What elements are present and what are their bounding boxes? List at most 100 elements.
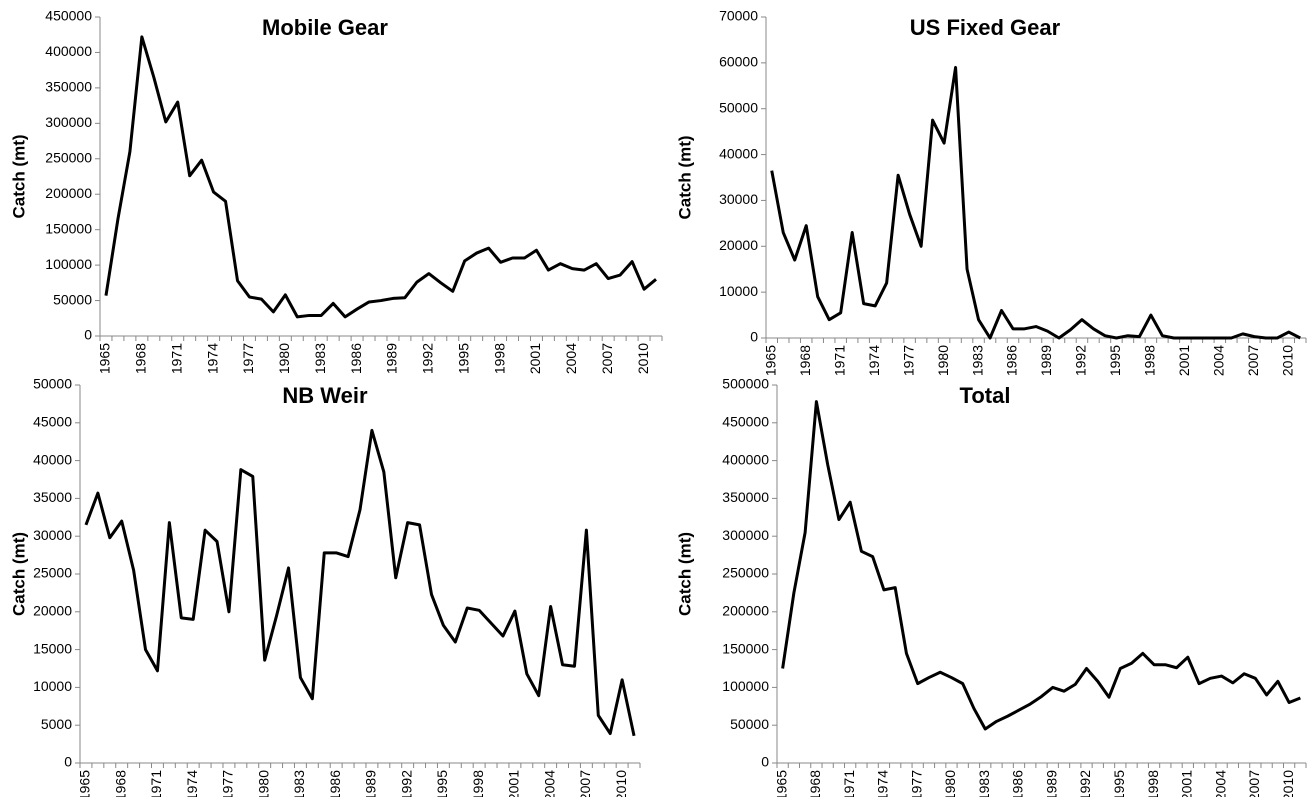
- x-tick-label: 1968: [797, 345, 813, 376]
- x-tick-label: 1992: [1073, 345, 1089, 376]
- y-tick-label: 100000: [45, 256, 92, 272]
- chart-title: Total: [960, 383, 1011, 408]
- y-tick-label: 25000: [33, 565, 72, 581]
- y-tick-label: 70000: [719, 8, 758, 24]
- x-tick-label: 1965: [77, 770, 93, 797]
- x-tick-label: 2004: [563, 343, 579, 374]
- x-tick-label: 1992: [1077, 770, 1093, 797]
- x-tick-label: 2004: [1211, 345, 1227, 376]
- y-tick-label: 0: [750, 329, 758, 345]
- x-tick-label: 2001: [1179, 770, 1195, 797]
- y-tick-label: 300000: [45, 114, 92, 130]
- x-tick-label: 2010: [1279, 345, 1295, 376]
- x-tick-label: 1992: [420, 343, 436, 374]
- y-tick-label: 50000: [53, 291, 92, 307]
- data-line: [104, 35, 657, 319]
- x-tick-label: 2007: [577, 770, 593, 797]
- data-line: [770, 65, 1301, 340]
- y-tick-label: 200000: [45, 185, 92, 201]
- x-tick-label: 1992: [398, 770, 414, 797]
- y-tick-label: 0: [761, 754, 769, 770]
- y-axis-label: Catch (mt): [675, 135, 694, 219]
- y-tick-label: 5000: [41, 716, 72, 732]
- x-tick-label: 1974: [875, 770, 891, 797]
- x-tick-label: 1980: [935, 345, 951, 376]
- x-tick-label: 1983: [291, 770, 307, 797]
- y-tick-label: 0: [84, 327, 92, 343]
- x-tick-label: 1983: [969, 345, 985, 376]
- x-tick-label: 2007: [1245, 345, 1261, 376]
- x-tick-label: 1974: [866, 345, 882, 376]
- chart-title: Mobile Gear: [262, 15, 388, 40]
- x-tick-label: 1989: [384, 343, 400, 374]
- y-tick-label: 150000: [722, 640, 769, 656]
- y-tick-label: 300000: [722, 527, 769, 543]
- y-tick-label: 35000: [33, 489, 72, 505]
- x-tick-label: 1980: [942, 770, 958, 797]
- x-tick-label: 1965: [773, 770, 789, 797]
- x-tick-label: 1986: [1010, 770, 1026, 797]
- y-tick-label: 60000: [719, 54, 758, 70]
- y-tick-label: 50000: [730, 716, 769, 732]
- x-tick-label: 1968: [133, 343, 149, 374]
- x-tick-label: 1995: [455, 343, 471, 374]
- y-tick-label: 40000: [719, 145, 758, 161]
- panel: 0 50000 100000 150000 200000 250000 300000 3500…: [9, 8, 663, 374]
- y-tick-label: 0: [64, 754, 72, 770]
- x-tick-label: 1971: [831, 345, 847, 376]
- x-tick-label: 1968: [112, 770, 128, 797]
- x-tick-label: 1986: [327, 770, 343, 797]
- x-tick-label: 1983: [312, 343, 328, 374]
- x-tick-label: 1995: [434, 770, 450, 797]
- x-tick-label: 1998: [1145, 770, 1161, 797]
- panel: 0 5000 10000 15000 20000 25000 30000 35000 40000…: [9, 376, 641, 797]
- y-tick-label: 500000: [722, 376, 769, 392]
- x-tick-label: 2007: [1246, 770, 1262, 797]
- x-tick-label: 2004: [1212, 770, 1228, 797]
- x-tick-label: 2001: [527, 343, 543, 374]
- y-tick-label: 250000: [722, 565, 769, 581]
- data-line: [781, 400, 1301, 731]
- x-tick-label: 2010: [635, 343, 651, 374]
- y-tick-label: 350000: [45, 79, 92, 95]
- x-tick-label: 1974: [204, 343, 220, 374]
- chart-title: US Fixed Gear: [910, 15, 1061, 40]
- y-tick-label: 400000: [45, 43, 92, 59]
- x-tick-label: 1977: [240, 343, 256, 374]
- x-tick-label: 1977: [220, 770, 236, 797]
- y-tick-label: 50000: [719, 99, 758, 115]
- x-tick-label: 1983: [976, 770, 992, 797]
- y-tick-label: 450000: [45, 8, 92, 24]
- y-tick-label: 10000: [719, 283, 758, 299]
- x-tick-label: 1980: [255, 770, 271, 797]
- x-tick-label: 1989: [1043, 770, 1059, 797]
- data-line: [84, 428, 636, 737]
- y-tick-label: 100000: [722, 678, 769, 694]
- x-tick-label: 1977: [900, 345, 916, 376]
- x-tick-label: 1995: [1107, 345, 1123, 376]
- y-tick-label: 350000: [722, 489, 769, 505]
- x-tick-label: 2001: [1176, 345, 1192, 376]
- y-tick-label: 45000: [33, 414, 72, 430]
- y-tick-label: 200000: [722, 603, 769, 619]
- y-tick-label: 30000: [33, 527, 72, 543]
- x-tick-label: 1995: [1111, 770, 1127, 797]
- y-tick-label: 450000: [722, 414, 769, 430]
- y-tick-label: 50000: [33, 376, 72, 392]
- x-tick-label: 1971: [148, 770, 164, 797]
- chart-title: NB Weir: [282, 383, 368, 408]
- y-tick-label: 20000: [33, 603, 72, 619]
- x-tick-label: 1974: [184, 770, 200, 797]
- y-tick-label: 400000: [722, 451, 769, 467]
- y-axis-label: Catch (mt): [9, 532, 28, 616]
- y-tick-label: 150000: [45, 220, 92, 236]
- x-tick-label: 2010: [1280, 770, 1296, 797]
- x-tick-label: 1986: [348, 343, 364, 374]
- x-tick-label: 1968: [807, 770, 823, 797]
- x-tick-label: 1998: [470, 770, 486, 797]
- x-tick-label: 2001: [506, 770, 522, 797]
- x-tick-label: 2004: [541, 770, 557, 797]
- panel: 0 50000 100000 150000 200000 250000 300000 3500…: [675, 376, 1307, 797]
